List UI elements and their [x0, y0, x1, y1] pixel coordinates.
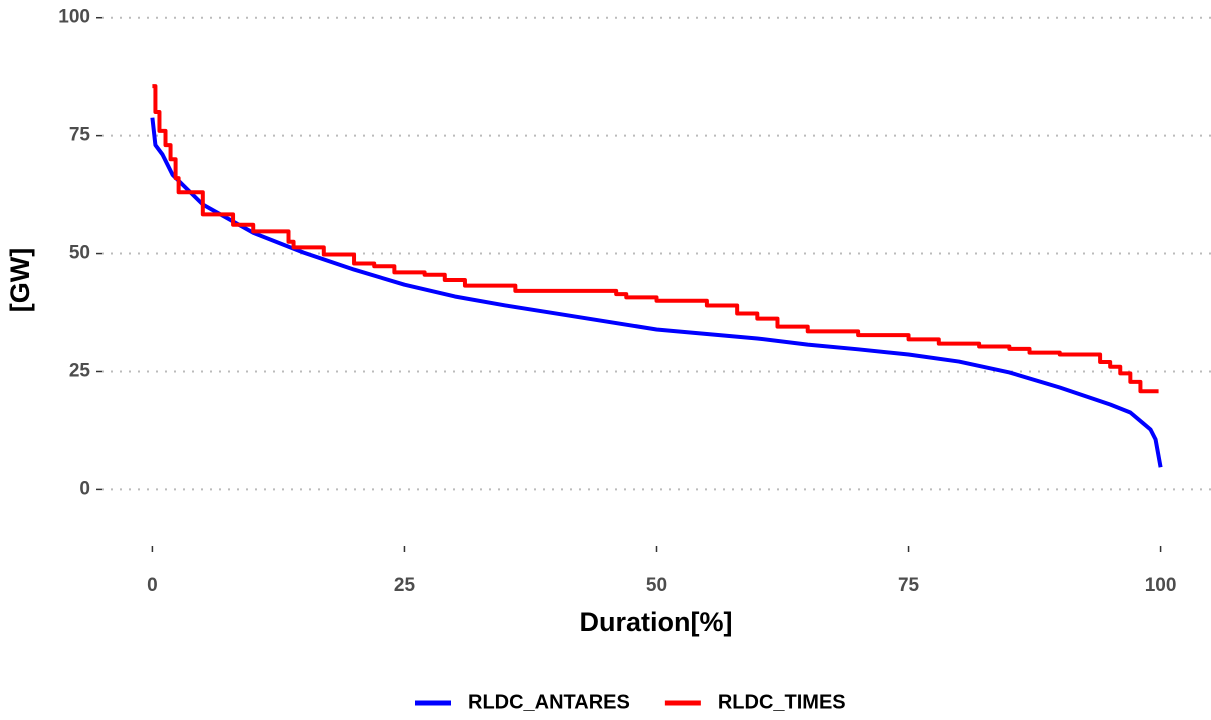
x-tick-label: 0 — [147, 575, 158, 596]
line-series — [150, 117, 1163, 468]
x-tick-label: 100 — [1145, 575, 1177, 596]
y-tick-label: 25 — [69, 360, 91, 381]
legend-label: RLDC_TIMES — [718, 691, 846, 713]
y-axis-title: [GW] — [5, 248, 35, 312]
x-tick-label: 50 — [646, 575, 667, 596]
y-tick-label: 75 — [69, 125, 91, 146]
legend-label: RLDC_ANTARES — [468, 691, 630, 713]
line-series — [152, 84, 1159, 394]
x-tick-label: 75 — [898, 575, 920, 596]
x-tick-label: 25 — [394, 575, 416, 596]
y-tick-label: 100 — [58, 7, 90, 28]
x-axis-title: Duration[%] — [580, 607, 733, 637]
y-tick-label: 0 — [79, 478, 90, 499]
y-tick-label: 50 — [69, 243, 90, 264]
